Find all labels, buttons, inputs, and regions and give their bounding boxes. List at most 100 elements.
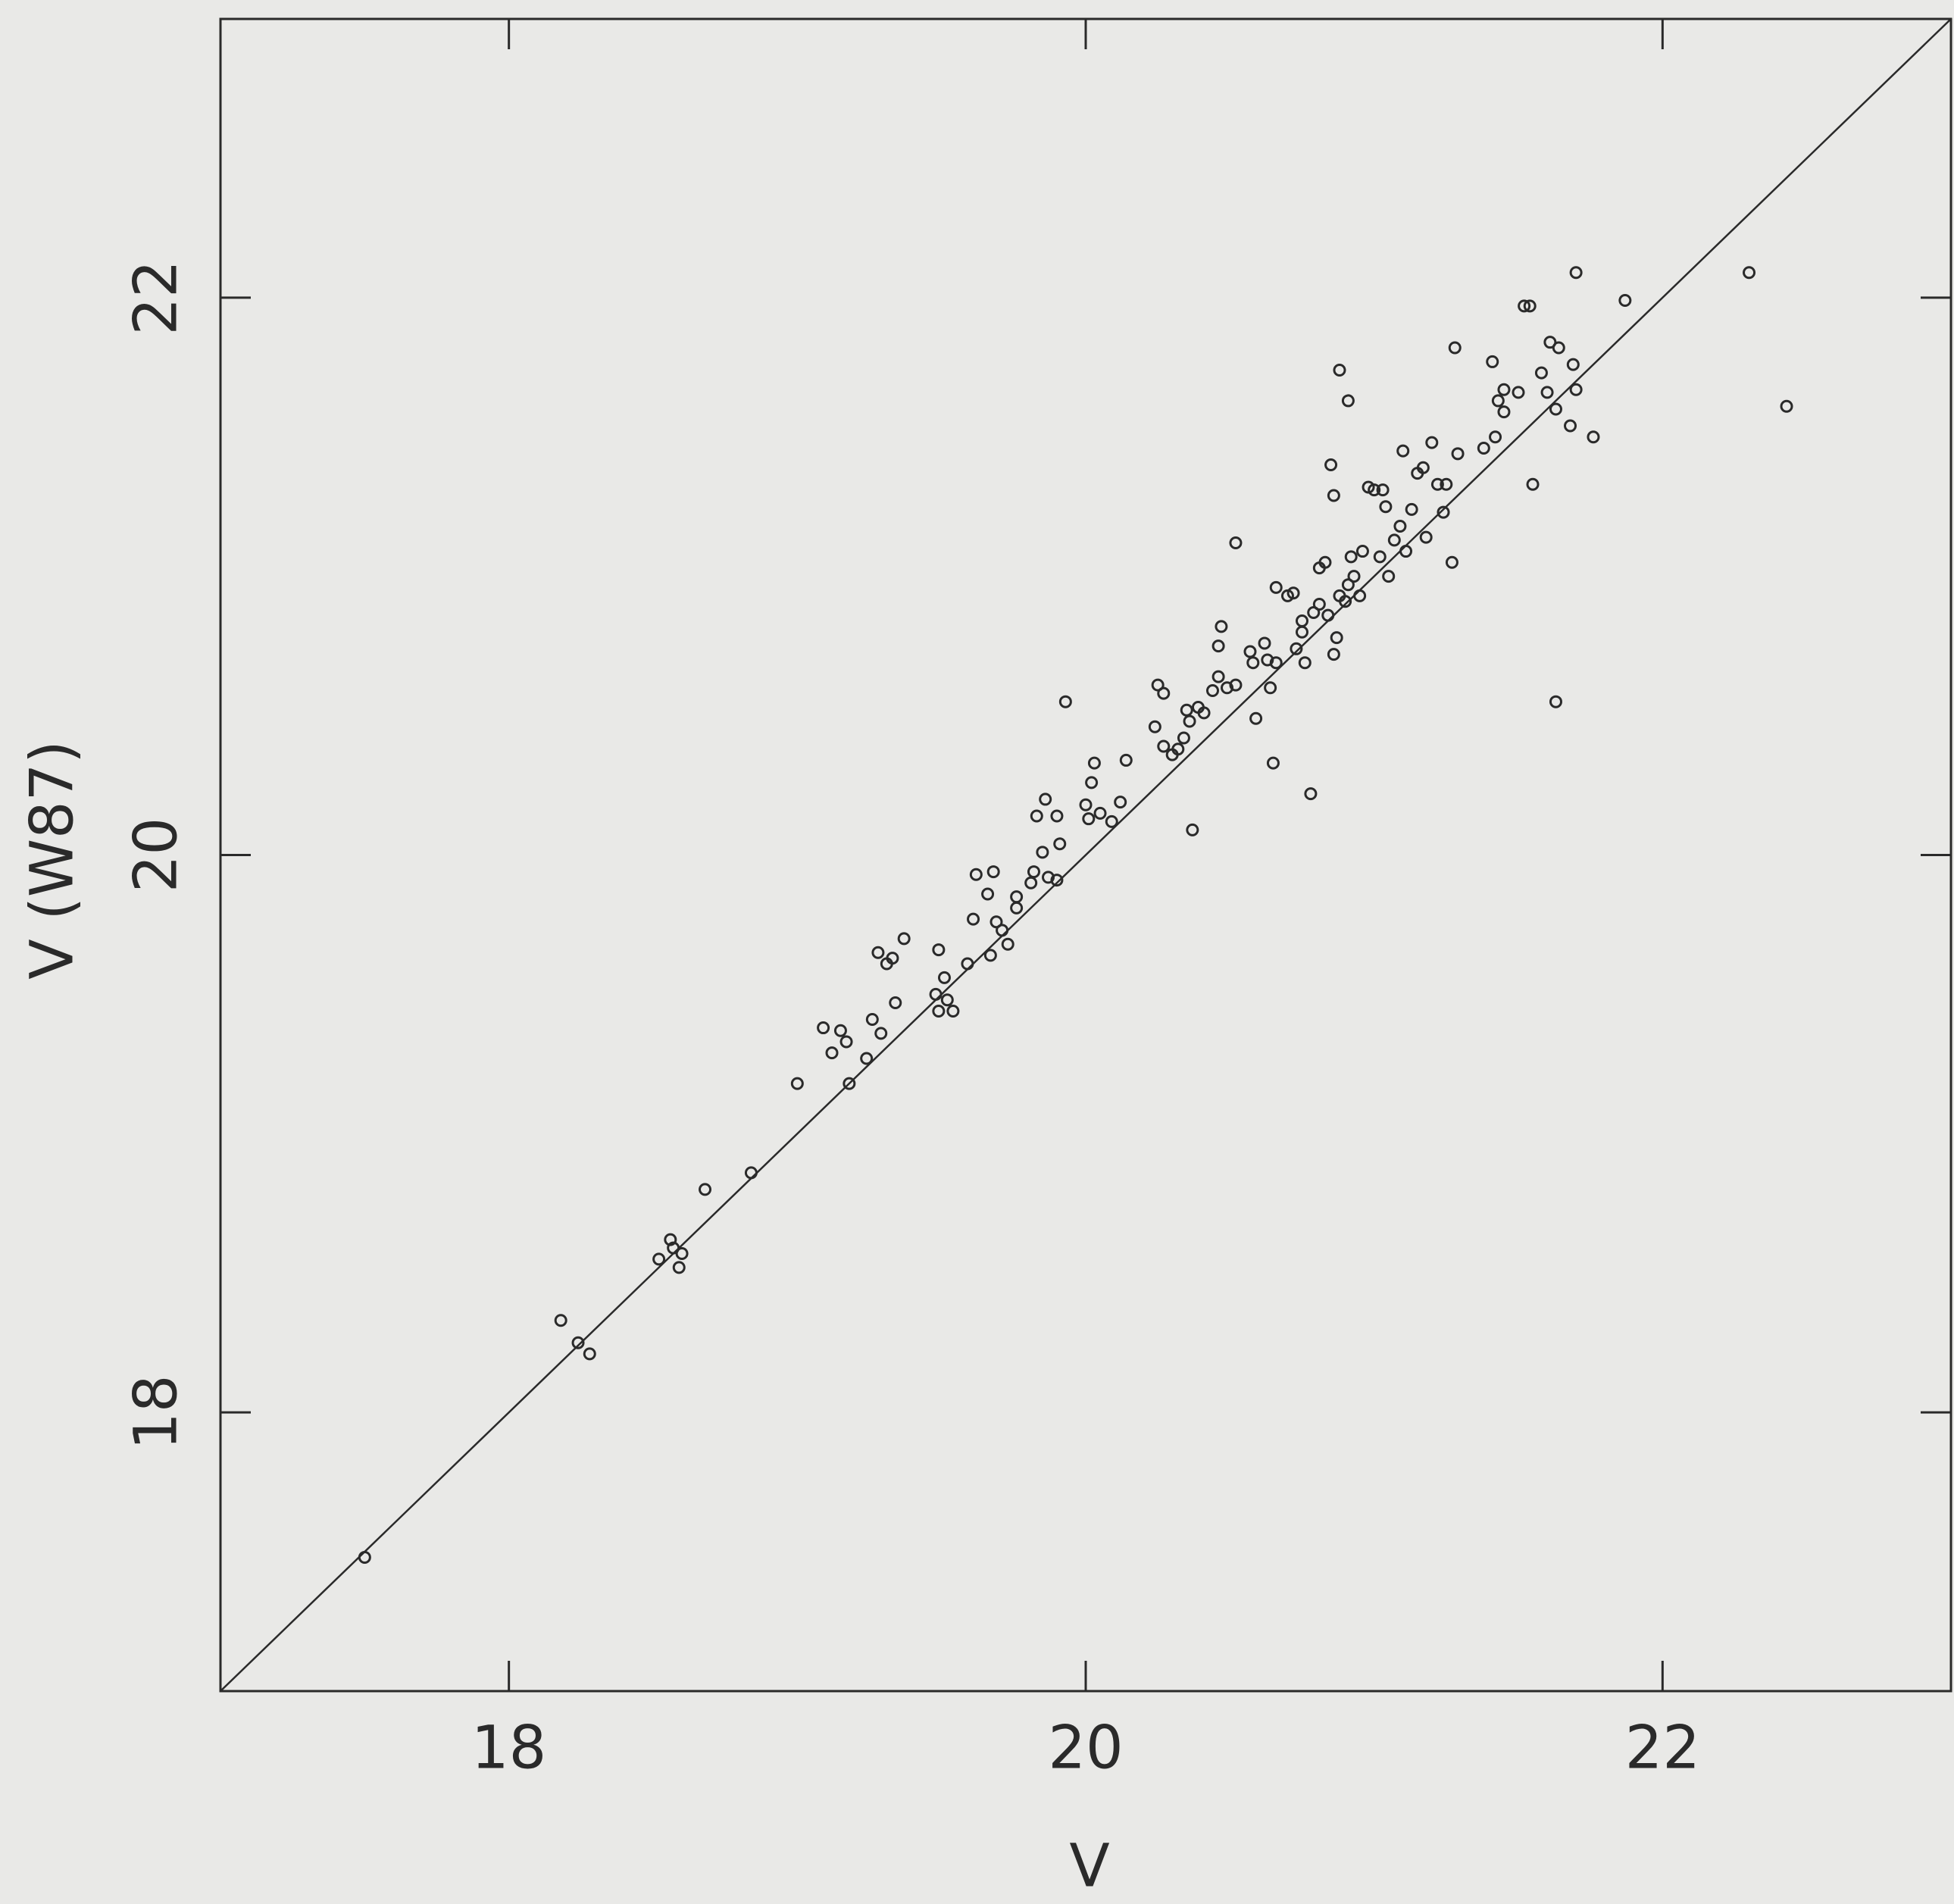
point <box>1552 341 1565 355</box>
point <box>1211 639 1225 653</box>
point <box>1171 743 1185 756</box>
x-axis-label: V <box>1069 1832 1109 1900</box>
x-tick-label: 22 <box>1625 1714 1700 1782</box>
point <box>1327 489 1340 502</box>
point <box>1437 505 1450 519</box>
point <box>744 1166 758 1180</box>
point <box>1010 901 1024 914</box>
y-tick-label: 20 <box>122 818 190 893</box>
point <box>1053 837 1067 851</box>
point <box>790 1077 804 1090</box>
point <box>1387 533 1401 547</box>
point <box>1050 809 1064 823</box>
point <box>1105 814 1118 828</box>
point <box>1339 595 1352 608</box>
point <box>981 887 995 901</box>
point <box>1445 555 1458 569</box>
point <box>1780 399 1793 413</box>
point <box>1379 500 1393 514</box>
point <box>1376 483 1390 497</box>
y-axis-label: V (W87) <box>18 740 86 979</box>
point <box>1344 550 1358 564</box>
point <box>1330 631 1343 645</box>
point <box>1327 648 1340 661</box>
point <box>983 949 997 962</box>
point <box>996 924 1009 937</box>
point <box>1119 753 1133 767</box>
point <box>1341 578 1355 592</box>
point <box>571 1336 585 1349</box>
point <box>1229 536 1243 550</box>
point <box>1497 405 1511 419</box>
point <box>1211 670 1225 683</box>
point <box>1246 656 1260 670</box>
point <box>1243 645 1257 658</box>
point <box>1197 706 1211 720</box>
point <box>1264 681 1277 695</box>
point <box>1205 683 1219 697</box>
point <box>1258 636 1271 650</box>
point <box>1540 386 1554 399</box>
point <box>874 1027 888 1040</box>
point <box>1477 441 1490 455</box>
point <box>1393 519 1407 533</box>
y-tick-label: 22 <box>122 260 190 335</box>
point <box>1318 555 1332 569</box>
point <box>1497 383 1511 396</box>
point <box>1405 502 1418 516</box>
point <box>1448 341 1462 355</box>
point <box>1050 874 1064 887</box>
point <box>1183 714 1196 728</box>
point <box>1743 266 1756 280</box>
point <box>1296 614 1308 628</box>
point <box>940 993 954 1007</box>
point <box>667 1241 680 1255</box>
point <box>1569 266 1583 280</box>
point <box>1215 620 1228 633</box>
point <box>675 1247 689 1261</box>
point <box>886 952 899 965</box>
point <box>1312 597 1326 611</box>
point <box>1549 695 1562 708</box>
point <box>929 987 943 1001</box>
point <box>1549 402 1562 416</box>
point <box>1229 678 1243 692</box>
point <box>1058 695 1072 708</box>
x-tick-label: 18 <box>471 1714 546 1782</box>
point <box>1486 355 1499 368</box>
point <box>865 1013 879 1027</box>
point <box>672 1261 686 1274</box>
point <box>1353 589 1367 602</box>
point <box>1396 444 1410 458</box>
point <box>1341 394 1355 408</box>
point <box>1333 363 1346 377</box>
point <box>860 1052 874 1065</box>
point <box>1157 686 1171 700</box>
point <box>871 946 885 959</box>
point <box>1451 447 1465 461</box>
point <box>1523 299 1537 313</box>
point <box>1304 787 1318 801</box>
point <box>358 1550 371 1564</box>
point <box>937 971 951 984</box>
point <box>1512 386 1525 399</box>
point <box>932 943 946 957</box>
point <box>1296 625 1308 639</box>
point <box>1373 550 1387 564</box>
point <box>986 865 1000 879</box>
point <box>1425 436 1439 449</box>
point <box>1440 477 1453 491</box>
point <box>1564 419 1577 433</box>
point <box>1249 711 1263 725</box>
point <box>1036 846 1049 859</box>
point <box>1543 336 1557 349</box>
point <box>583 1347 596 1361</box>
point <box>932 1004 946 1018</box>
point <box>967 912 980 926</box>
point <box>1148 720 1161 733</box>
point <box>839 1035 853 1049</box>
point <box>1039 793 1052 806</box>
point <box>1587 430 1600 444</box>
point <box>699 1183 712 1196</box>
